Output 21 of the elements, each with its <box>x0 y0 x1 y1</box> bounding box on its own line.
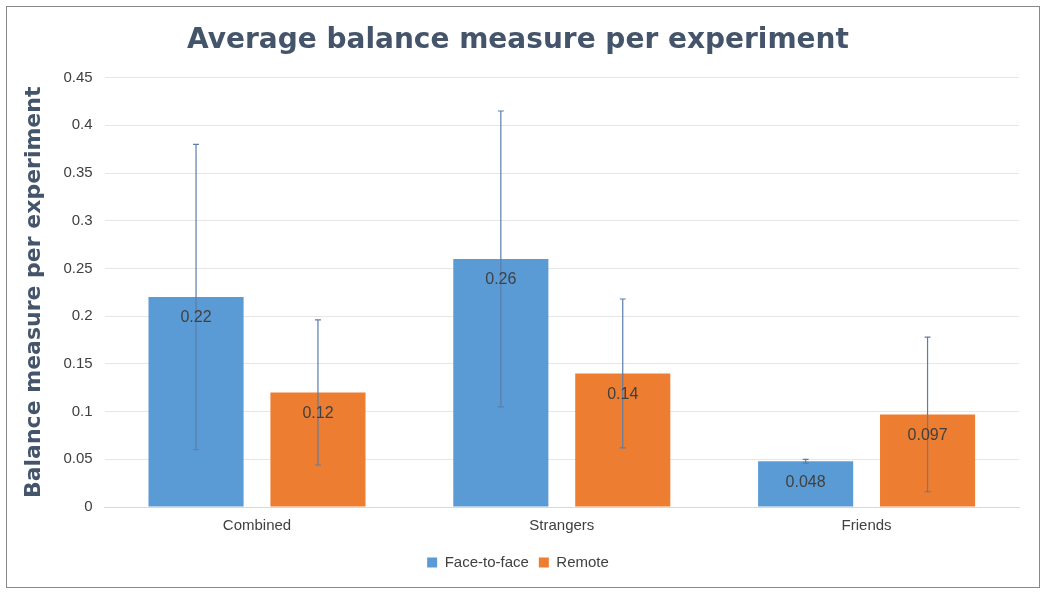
y-tick-label: 0.45 <box>63 67 93 85</box>
y-tick-label: 0.4 <box>71 115 93 133</box>
x-tick-label: Friends <box>841 516 892 534</box>
y-tick-label: 0.3 <box>71 210 93 228</box>
legend-label: Remote <box>556 552 609 570</box>
y-tick-label: 0.25 <box>63 258 93 276</box>
data-label: 0.22 <box>180 308 212 326</box>
y-axis-title: Balance measure per experiment <box>19 86 45 499</box>
y-tick-label: 0.35 <box>63 163 93 181</box>
legend-label: Face-to-face <box>444 552 529 570</box>
y-tick-label: 0.15 <box>63 354 93 372</box>
data-label: 0.048 <box>785 472 826 490</box>
y-tick-label: 0.2 <box>71 306 93 324</box>
chart-title: Average balance measure per experiment <box>187 22 849 56</box>
y-tick-label: 0.05 <box>63 449 93 467</box>
x-tick-label: Combined <box>222 516 292 534</box>
data-label: 0.12 <box>302 403 334 421</box>
data-label: 0.26 <box>485 270 517 288</box>
y-tick-label: 0 <box>84 497 93 515</box>
y-tick-label: 0.1 <box>71 401 93 419</box>
x-tick-label: Strangers <box>529 516 595 534</box>
